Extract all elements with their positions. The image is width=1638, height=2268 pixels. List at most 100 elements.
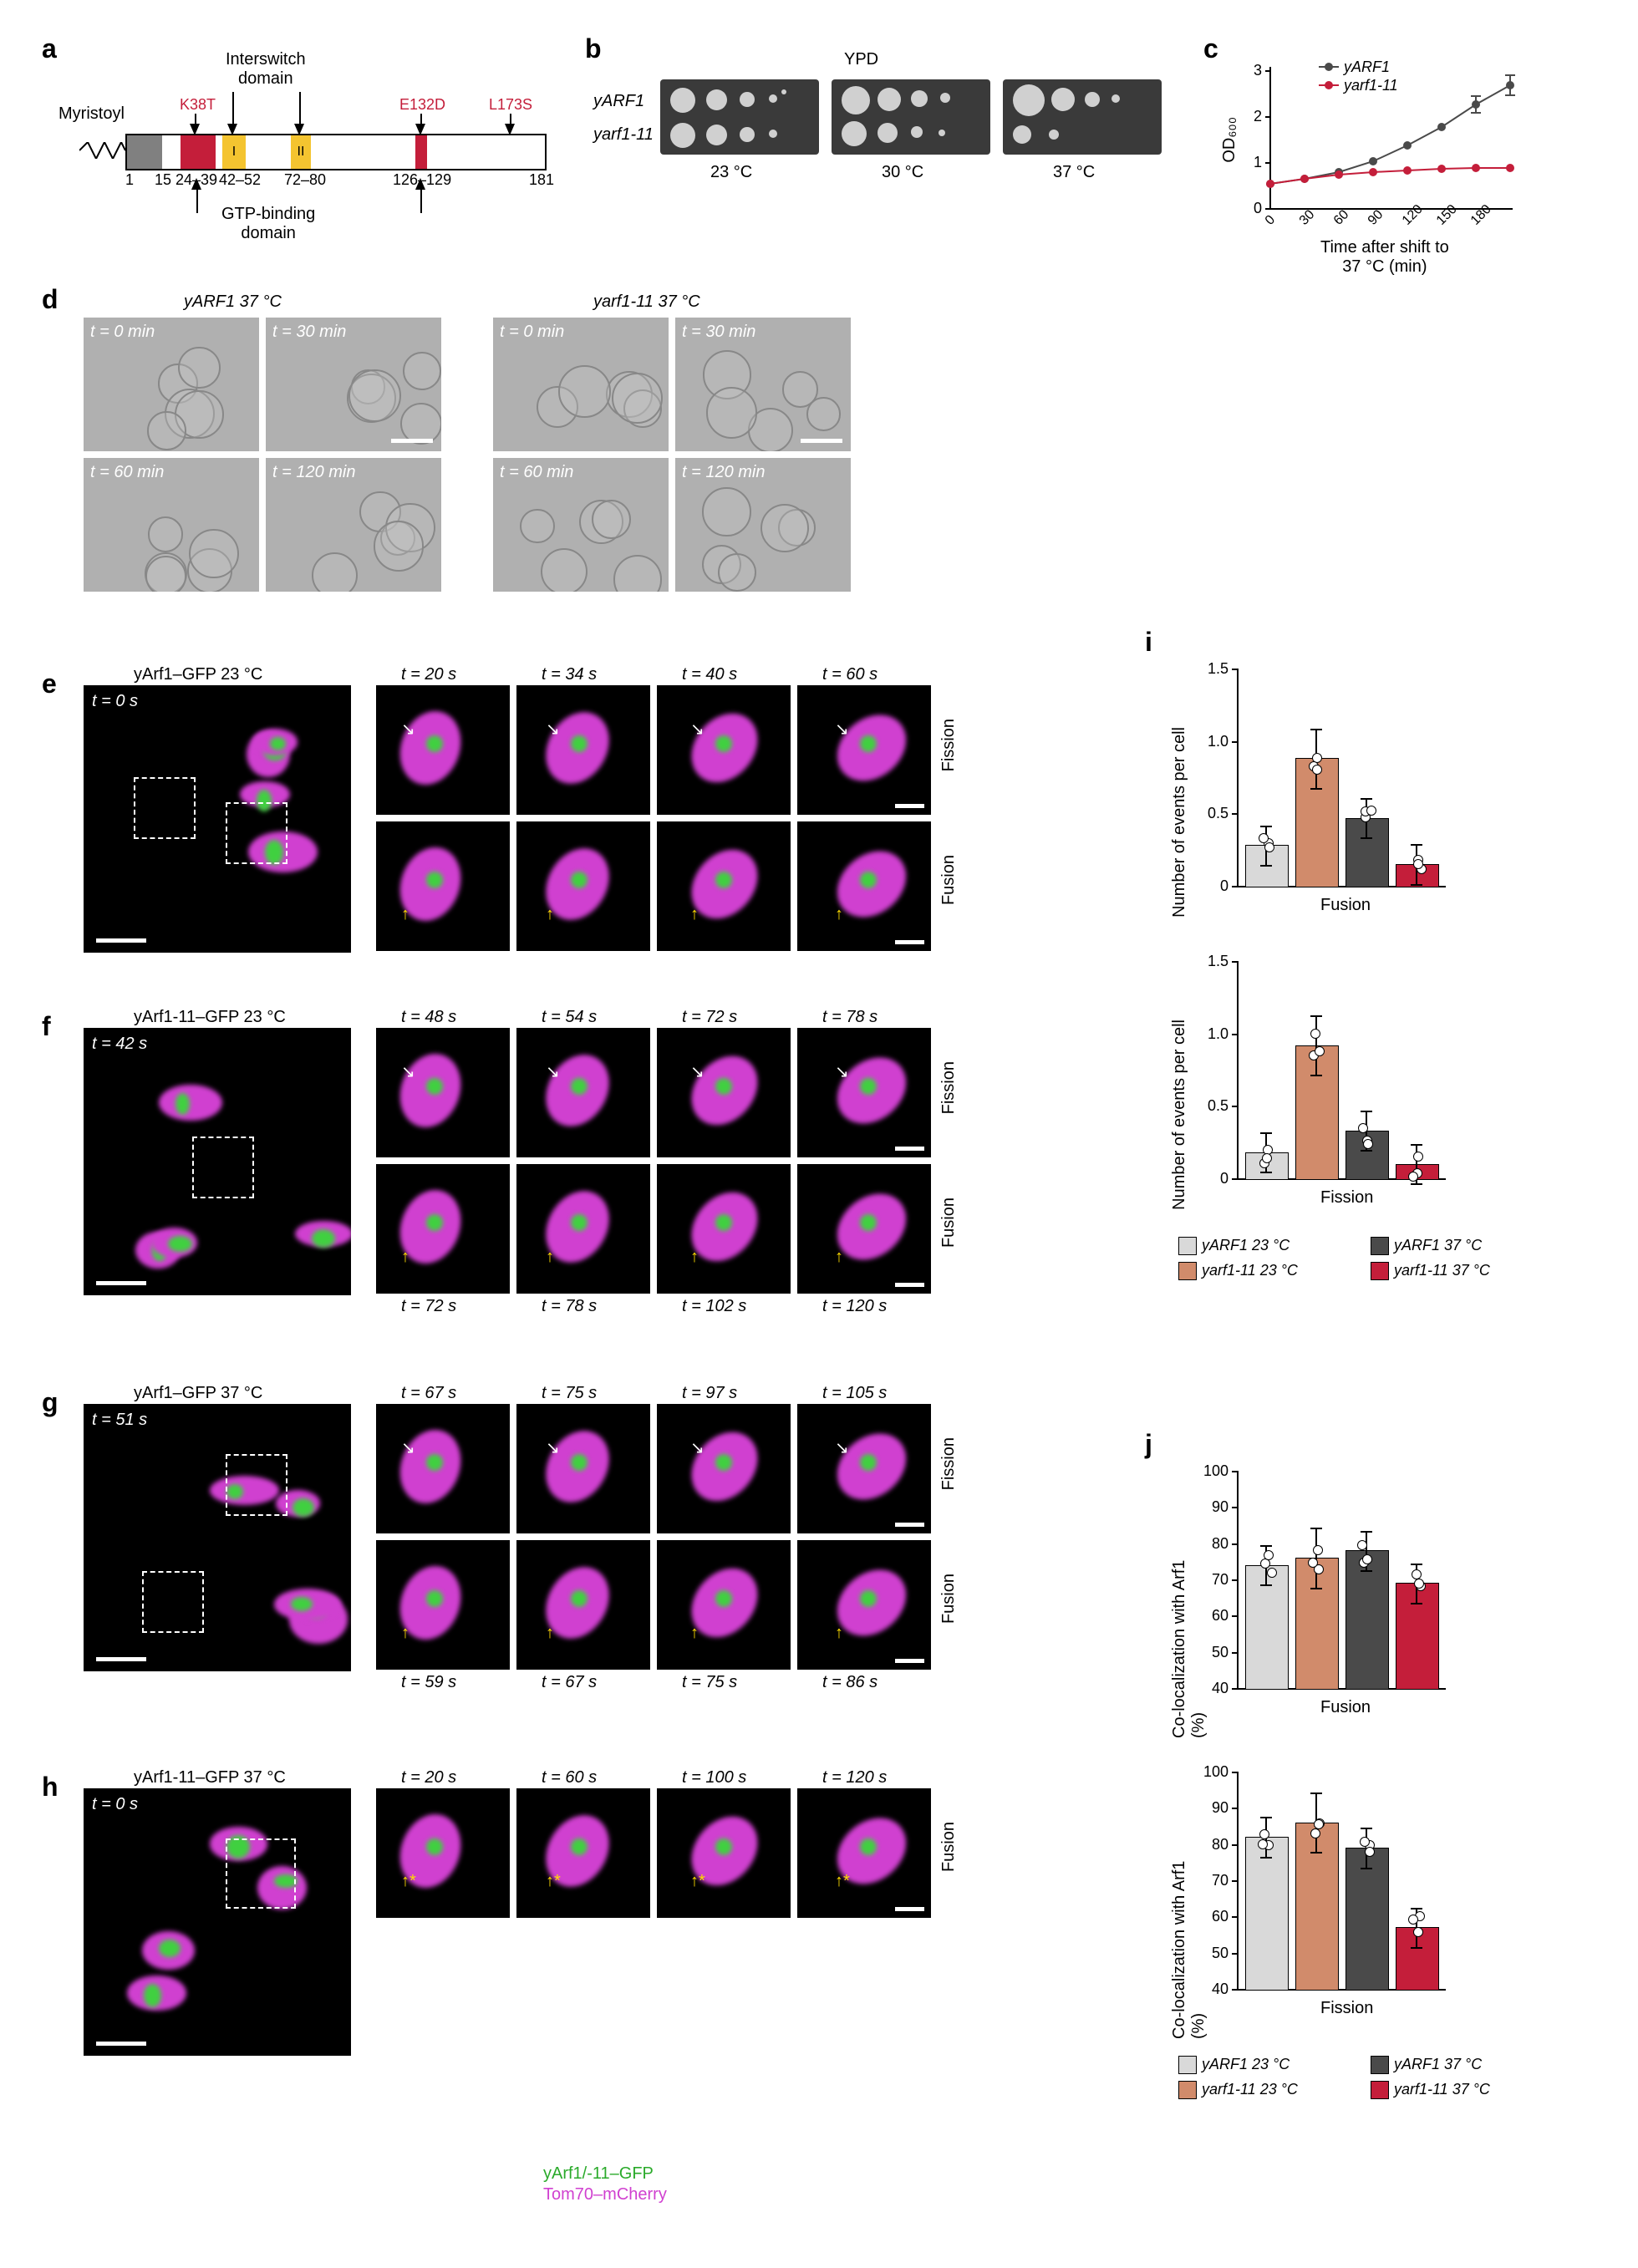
y-axis: [1237, 669, 1239, 886]
ytick: [1232, 1844, 1237, 1846]
arf1-spot: [426, 1454, 443, 1471]
arf1-spot: [860, 1214, 877, 1231]
is-arrow1: [227, 124, 237, 135]
ytick: [1232, 1543, 1237, 1545]
g-crop: ↘: [516, 1404, 650, 1533]
bar-chart: 00.51.01.5Number of events per cellFissi…: [1178, 961, 1513, 1228]
cell: [613, 555, 662, 592]
myristoyl-zigzag: [79, 142, 125, 159]
g-main: t = 51 s: [84, 1404, 351, 1671]
cell: [403, 352, 441, 390]
scale-bar: [895, 1283, 924, 1287]
event-arrow: ↘: [690, 719, 705, 740]
arf1-spot: [571, 1214, 588, 1231]
ytick: [1232, 886, 1237, 887]
arf1-spot: [715, 735, 732, 752]
spot: [878, 123, 898, 143]
event-arrow: ↑: [401, 905, 410, 924]
roi-box: [142, 1571, 204, 1633]
data-point: [1363, 1139, 1373, 1149]
e-crop: ↘: [657, 685, 791, 815]
gtp-arrow2: [415, 178, 425, 190]
event-arrow: ↘: [835, 1061, 849, 1082]
err-cap: [1411, 1908, 1422, 1909]
protein-schematic: Myristoyl I II 1 15 24–39 42–52 72–80 12…: [75, 58, 560, 209]
ytick: [1232, 1034, 1237, 1035]
data-point: [1259, 1829, 1269, 1839]
legend-label: yARF1 37 °C: [1394, 1237, 1482, 1254]
data-point: [1313, 1545, 1323, 1555]
ytick: [1232, 1880, 1237, 1882]
spot: [1013, 84, 1045, 116]
cell: [702, 487, 750, 536]
arf1-spot: [860, 1590, 877, 1607]
f-fission-label: Fission: [939, 1061, 959, 1114]
mut-e132d: E132D: [399, 96, 445, 114]
temp-23: 23 °C: [710, 163, 752, 182]
err-cap: [1411, 1564, 1422, 1565]
scale-bar: [895, 940, 924, 944]
roi-box: [226, 802, 287, 864]
key-magenta: Tom70–mCherry: [543, 2185, 667, 2204]
cat-label: Fission: [1320, 1188, 1373, 1208]
panel-label-f: f: [42, 1011, 51, 1042]
e-fusion-label: Fusion: [939, 855, 959, 905]
g-crop: ↑: [797, 1540, 931, 1670]
bar: [1346, 818, 1389, 887]
legend-label: yARF1 23 °C: [1202, 1237, 1290, 1254]
protein-bar: I II: [125, 134, 547, 170]
d-right-title: yarf1-11 37 °C: [593, 292, 700, 312]
err-cap: [1411, 1947, 1422, 1949]
spot: [1051, 88, 1075, 111]
err-cap: [1310, 1075, 1322, 1076]
event-arrow: ↘: [835, 719, 849, 740]
svg-text:90: 90: [1366, 207, 1386, 228]
cell: [558, 365, 611, 418]
err-cap: [1260, 865, 1272, 867]
d-right-title-text: yarf1-11 37 °C: [593, 292, 700, 311]
cell: [348, 369, 401, 422]
bar: [1295, 1823, 1339, 1991]
err-cap: [1361, 1868, 1372, 1869]
legend-swatch: [1178, 1237, 1197, 1255]
svg-text:0: 0: [1254, 200, 1262, 216]
bar: [1396, 1583, 1439, 1690]
ytick-label: 100: [1203, 1763, 1228, 1781]
f-crop: ↘: [797, 1028, 931, 1157]
arf1-spot: [176, 1093, 190, 1115]
panel-label-i: i: [1145, 627, 1152, 658]
plate-23: [660, 79, 819, 155]
ypd-label: YPD: [844, 50, 878, 69]
event-arrow: ↘: [401, 1061, 415, 1082]
legend-swatch: [1371, 2081, 1389, 2099]
f-crop: ↑: [797, 1164, 931, 1294]
panel-label-h: h: [42, 1772, 58, 1803]
ytick-label: 90: [1203, 1498, 1228, 1516]
scale-bar: [391, 439, 433, 443]
arf1-spot: [571, 1590, 588, 1607]
arf1-spot: [860, 1078, 877, 1095]
c-xlabel: Time after shift to 37 °C (min): [1320, 238, 1449, 277]
interswitch-label: Interswitch domain: [226, 50, 306, 89]
event-arrow: ↘: [690, 1061, 705, 1082]
err-cap: [1411, 1603, 1422, 1604]
cat-label: Fusion: [1320, 896, 1371, 915]
legend-label: yarf1-11 23 °C: [1202, 1262, 1298, 1279]
err-cap: [1361, 1531, 1372, 1533]
panel-label-e: e: [42, 669, 57, 699]
spot: [842, 86, 870, 114]
event-arrow: ↑: [546, 905, 554, 924]
err-cap: [1310, 788, 1322, 790]
arf1-spot: [715, 1214, 732, 1231]
scale-bar: [895, 1523, 924, 1527]
f-crop: ↑: [516, 1164, 650, 1294]
err-cap: [1310, 729, 1322, 730]
h-crop: ↑*: [376, 1788, 510, 1918]
event-arrow: ↑: [690, 905, 699, 924]
e-title: yArf1–GFP 23 °C: [134, 665, 262, 684]
svg-text:120: 120: [1400, 202, 1426, 228]
cell-image: t = 0 min: [493, 318, 669, 451]
legend-swatch: [1178, 2056, 1197, 2074]
f-crop: ↘: [657, 1028, 791, 1157]
mut-k38t: K38T: [180, 96, 216, 114]
